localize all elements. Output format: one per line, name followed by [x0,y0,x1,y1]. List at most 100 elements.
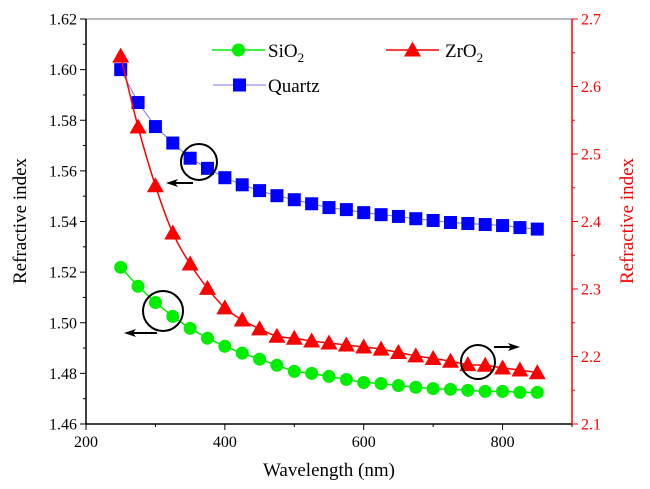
left-y-tick-label: 1.50 [49,315,77,332]
sio2-axis-indicator [124,290,184,337]
right-y-tick-label: 2.2 [581,349,601,366]
right-y-tick-label: 2.6 [581,79,601,96]
x-axis-title: Wavelength (nm) [263,460,395,481]
data-point-zro2 [164,224,182,240]
right-y-tick-label: 2.3 [581,282,601,299]
legend-label-subscript: 2 [298,50,305,65]
annotation-arrow-head [508,343,520,351]
data-point-zro2 [233,311,251,327]
data-point-sio2 [253,352,267,366]
legend-label: ZrO2 [445,41,483,65]
data-point-zro2 [442,352,459,368]
data-point-quartz [530,222,544,236]
data-point-sio2 [235,346,249,360]
data-point-sio2 [201,331,214,345]
legend-marker-sio2 [232,43,245,57]
legend-label-main: SiO [268,41,298,62]
data-point-sio2 [478,384,492,398]
x-tick-label: 800 [491,434,515,451]
data-point-quartz [391,209,405,223]
data-point-quartz [444,216,457,230]
data-point-zro2 [337,336,355,352]
series-sio2 [114,260,544,399]
left-y-axis-title: Refractive index [10,157,31,284]
series-quartz [114,63,544,236]
data-point-quartz [235,178,249,192]
left-y-tick-label: 1.58 [49,113,77,130]
legend-item-zro2: ZrO2 [386,41,483,65]
data-point-zro2 [528,364,546,380]
data-point-quartz [287,193,301,207]
data-point-sio2 [444,382,457,396]
data-point-sio2 [148,296,162,309]
data-point-quartz [357,206,371,220]
data-point-zro2 [181,255,199,271]
data-point-sio2 [287,364,301,378]
data-point-zro2 [251,320,269,336]
data-point-sio2 [496,384,510,398]
data-point-zro2 [268,327,286,343]
data-point-quartz [131,96,145,110]
data-point-zro2 [424,350,442,366]
series-zro2 [112,47,546,380]
legend-item-quartz: Quartz [213,76,320,97]
right-y-axis-title: Refractive index [617,157,638,284]
data-point-quartz [461,217,475,231]
legend-marker-quartz [233,78,246,92]
left-y-tick-label: 1.56 [49,163,77,180]
legend-label-subscript: 2 [477,50,484,65]
data-point-quartz [270,189,284,203]
data-point-zro2 [285,329,303,345]
right-y-tick-label: 2.5 [581,147,601,164]
left-y-tick-label: 1.48 [49,366,77,383]
right-y-tick-label: 2.4 [581,214,601,231]
data-point-sio2 [305,366,319,380]
left-y-tick-label: 1.60 [49,62,77,79]
data-point-zro2 [372,340,390,356]
data-point-zro2 [146,177,164,193]
data-point-zro2 [129,118,147,134]
data-point-sio2 [374,377,388,390]
data-point-zro2 [494,359,512,375]
annotation-circle [142,290,184,332]
data-point-quartz [339,203,353,217]
right-y-axis-ticks: 2.1 2.2 2.3 2.4 2.5 2.6 2.7 [572,12,601,434]
data-point-zro2 [459,356,477,372]
data-point-zro2 [389,343,407,359]
x-axis-ticks: 200 400 600 800 [74,424,573,451]
data-point-sio2 [357,375,371,389]
data-point-quartz [374,208,388,222]
data-point-sio2 [391,379,405,393]
data-point-sio2 [166,309,180,323]
annotation-layer [124,143,520,380]
data-point-sio2 [322,369,336,383]
data-point-quartz [183,151,197,165]
left-y-axis-ticks: 1.46 1.48 1.50 1.52 1.54 1.56 1.58 1.60 1.62 [49,12,86,434]
data-point-sio2 [339,372,353,386]
data-point-quartz [409,212,423,226]
data-point-quartz [218,171,232,185]
left-y-tick-label: 1.62 [49,12,77,29]
data-point-quartz [496,219,510,233]
right-y-tick-label: 2.1 [581,417,601,434]
data-point-zro2 [303,332,321,348]
data-point-zro2 [112,47,130,63]
annotation-arrow-head [166,179,178,187]
data-point-zro2 [407,347,425,363]
data-point-sio2 [513,385,527,399]
data-point-zro2 [199,279,216,295]
zro2-axis-indicator [460,343,520,380]
data-point-zro2 [216,299,234,315]
data-point-sio2 [131,279,145,293]
series-layer [112,47,546,399]
data-point-sio2 [114,260,128,274]
legend-marker-zro2 [404,41,421,57]
data-point-zro2 [511,361,529,377]
data-point-quartz [166,136,180,150]
data-point-sio2 [409,380,423,394]
x-tick-label: 200 [74,434,98,451]
legend-label: SiO2 [268,41,304,65]
data-point-sio2 [218,339,232,353]
